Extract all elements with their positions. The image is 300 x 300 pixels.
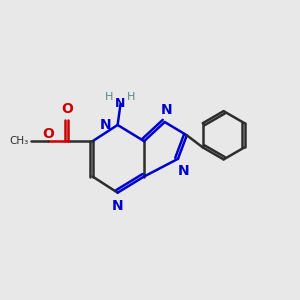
Text: N: N: [112, 199, 123, 213]
Text: H: H: [105, 92, 114, 102]
Text: O: O: [61, 102, 73, 116]
Text: CH₃: CH₃: [9, 136, 28, 146]
Text: N: N: [160, 103, 172, 117]
Text: N: N: [100, 118, 111, 132]
Text: H: H: [127, 92, 135, 102]
Text: N: N: [178, 164, 190, 178]
Text: O: O: [43, 127, 54, 141]
Text: N: N: [116, 97, 126, 110]
